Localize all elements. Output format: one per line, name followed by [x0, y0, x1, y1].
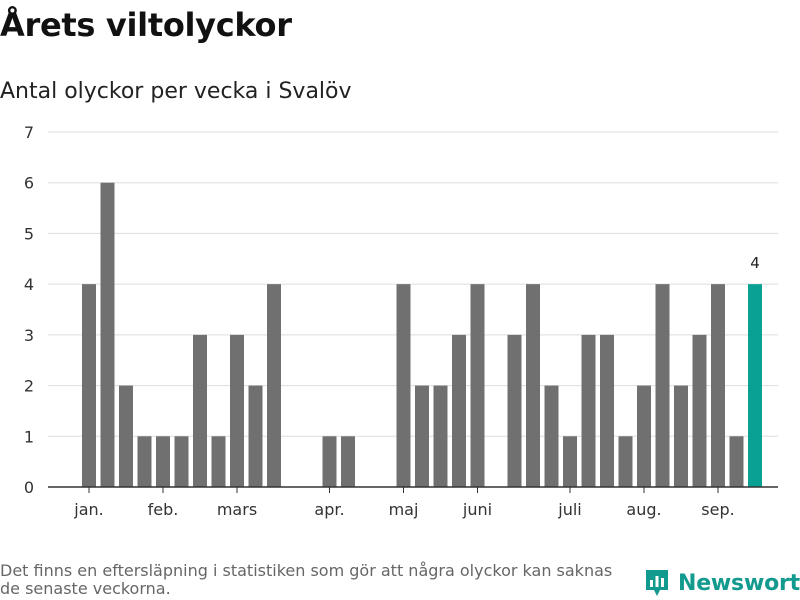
bar	[433, 385, 448, 487]
bar-highlight	[748, 284, 762, 487]
brand-name: Newsworthy	[678, 570, 800, 596]
y-tick-label: 5	[24, 224, 34, 243]
bar	[156, 436, 170, 487]
bar	[322, 436, 337, 487]
bar-chart-pin-icon	[646, 570, 668, 596]
bar	[174, 436, 189, 487]
bar	[137, 436, 152, 487]
bar	[267, 284, 281, 487]
y-tick-label: 0	[24, 478, 34, 497]
bar	[193, 334, 207, 487]
footnote: Det finns en eftersläpning i statistiken…	[0, 561, 613, 598]
data-labels: 4	[750, 254, 760, 272]
y-axis-ticks: 0 1 2 3 4 5 6 7	[24, 123, 34, 497]
bar	[692, 334, 707, 487]
x-tick-label: jan.	[73, 500, 103, 519]
bar	[544, 385, 559, 487]
bar	[618, 436, 633, 487]
bar	[655, 284, 670, 487]
y-tick-label: 1	[24, 427, 34, 446]
y-tick-label: 4	[24, 275, 34, 294]
y-tick-label: 6	[24, 174, 34, 193]
x-axis-ticks: jan. feb. mars apr. maj juni juli aug. sep.	[73, 487, 735, 519]
bar	[674, 385, 688, 487]
bar	[600, 334, 614, 487]
bar	[637, 385, 651, 487]
x-tick-label: juni	[462, 500, 492, 519]
x-tick-label: mars	[217, 500, 257, 519]
bar	[507, 334, 522, 487]
bars	[82, 182, 762, 487]
bar	[248, 385, 263, 487]
bar	[581, 334, 596, 487]
bar	[230, 334, 244, 487]
bar	[711, 284, 725, 487]
bar	[119, 385, 133, 487]
bar	[100, 182, 115, 487]
bar	[526, 284, 540, 487]
x-tick-label: aug.	[626, 500, 661, 519]
bar	[211, 436, 226, 487]
bar	[341, 436, 355, 487]
bar	[396, 284, 411, 487]
x-tick-label: apr.	[314, 500, 344, 519]
x-tick-label: feb.	[148, 500, 179, 519]
x-tick-label: maj	[389, 500, 419, 519]
y-tick-label: 2	[24, 377, 34, 396]
y-tick-label: 7	[24, 123, 34, 142]
x-tick-label: juli	[557, 500, 581, 519]
y-tick-label: 3	[24, 326, 34, 345]
chart-title: Årets viltolyckor	[0, 6, 292, 44]
bar	[452, 334, 466, 487]
chart-subtitle: Antal olyckor per vecka i Svalöv	[0, 79, 352, 104]
x-tick-label: sep.	[701, 500, 734, 519]
bar	[82, 284, 96, 487]
bar	[563, 436, 577, 487]
bar	[415, 385, 429, 487]
data-label: 4	[750, 254, 760, 272]
bar-chart: 0 1 2 3 4 5 6 7 jan. feb. mars apr. maj juni juli aug.…	[24, 123, 778, 519]
bar	[470, 284, 485, 487]
brand-logo[interactable]: Newsworthy	[644, 568, 800, 598]
bar	[729, 436, 744, 487]
